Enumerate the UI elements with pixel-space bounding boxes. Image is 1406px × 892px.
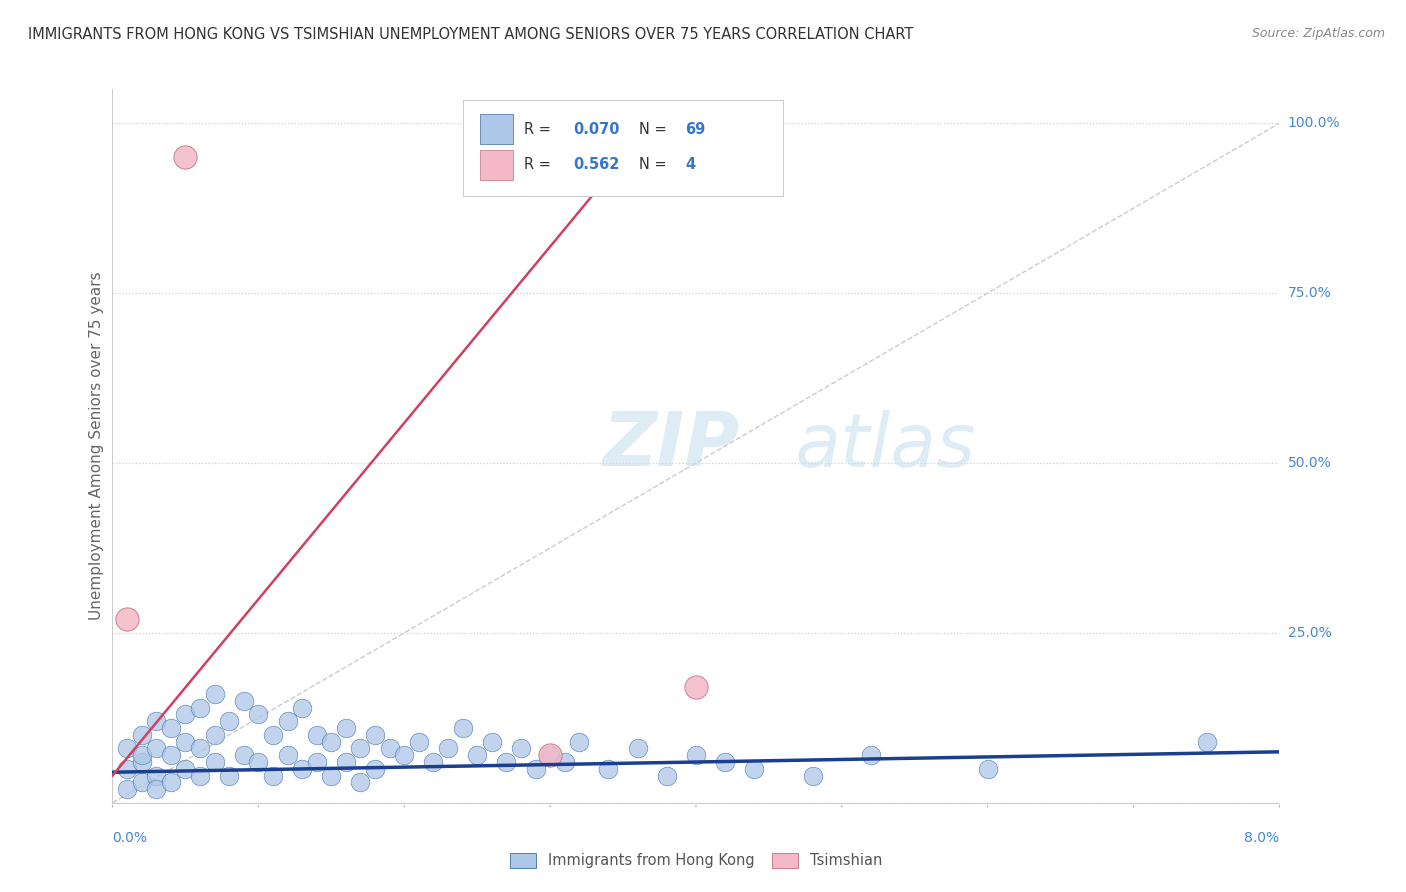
Point bbox=[742, 762, 765, 776]
Point bbox=[232, 694, 254, 708]
Y-axis label: Unemployment Among Seniors over 75 years: Unemployment Among Seniors over 75 years bbox=[89, 272, 104, 620]
Point bbox=[131, 748, 153, 763]
Point bbox=[465, 748, 488, 763]
Point bbox=[145, 782, 167, 797]
Point bbox=[131, 755, 153, 769]
Point bbox=[291, 762, 314, 776]
Point bbox=[145, 769, 167, 783]
Point bbox=[321, 734, 343, 748]
FancyBboxPatch shape bbox=[479, 114, 513, 145]
Point bbox=[115, 762, 138, 776]
Text: IMMIGRANTS FROM HONG KONG VS TSIMSHIAN UNEMPLOYMENT AMONG SENIORS OVER 75 YEARS : IMMIGRANTS FROM HONG KONG VS TSIMSHIAN U… bbox=[28, 27, 914, 42]
Point bbox=[262, 728, 284, 742]
Point bbox=[349, 741, 371, 756]
Point bbox=[145, 714, 167, 729]
Point bbox=[204, 728, 226, 742]
Point bbox=[801, 769, 824, 783]
Point bbox=[145, 741, 167, 756]
Legend: Immigrants from Hong Kong, Tsimshian: Immigrants from Hong Kong, Tsimshian bbox=[503, 847, 889, 874]
Text: 75.0%: 75.0% bbox=[1288, 286, 1331, 300]
Point bbox=[524, 762, 547, 776]
Point bbox=[554, 755, 576, 769]
Text: 4: 4 bbox=[686, 157, 696, 172]
Text: R =: R = bbox=[524, 157, 551, 172]
Text: 0.0%: 0.0% bbox=[112, 830, 148, 845]
Point bbox=[378, 741, 401, 756]
Point bbox=[627, 741, 650, 756]
Text: atlas: atlas bbox=[796, 410, 977, 482]
Point bbox=[218, 769, 240, 783]
Point bbox=[538, 748, 561, 763]
Point bbox=[276, 748, 298, 763]
Point bbox=[291, 700, 314, 714]
Point bbox=[115, 782, 138, 797]
Point bbox=[349, 775, 371, 789]
Point bbox=[335, 721, 357, 735]
Point bbox=[437, 741, 460, 756]
Point bbox=[305, 755, 328, 769]
Point bbox=[364, 728, 387, 742]
Point bbox=[509, 741, 531, 756]
Point bbox=[204, 755, 226, 769]
Point bbox=[976, 762, 998, 776]
FancyBboxPatch shape bbox=[463, 100, 783, 196]
FancyBboxPatch shape bbox=[479, 150, 513, 180]
Point bbox=[174, 150, 197, 164]
Point bbox=[305, 728, 328, 742]
Point bbox=[335, 755, 357, 769]
Point bbox=[598, 762, 620, 776]
Point bbox=[160, 748, 183, 763]
Point bbox=[188, 769, 211, 783]
Point bbox=[115, 741, 138, 756]
Text: ZIP: ZIP bbox=[603, 409, 740, 483]
Point bbox=[655, 769, 678, 783]
Text: R =: R = bbox=[524, 121, 551, 136]
Point bbox=[247, 755, 270, 769]
Point bbox=[859, 748, 883, 763]
Point bbox=[160, 721, 183, 735]
Point bbox=[174, 762, 197, 776]
Point bbox=[714, 755, 737, 769]
Point bbox=[451, 721, 474, 735]
Point bbox=[262, 769, 284, 783]
Text: 8.0%: 8.0% bbox=[1244, 830, 1279, 845]
Point bbox=[1195, 734, 1218, 748]
Point bbox=[422, 755, 444, 769]
Point bbox=[394, 748, 416, 763]
Point bbox=[115, 612, 138, 626]
Point bbox=[321, 769, 343, 783]
Point bbox=[204, 687, 226, 701]
Point bbox=[174, 734, 197, 748]
Point bbox=[568, 734, 591, 748]
Text: 69: 69 bbox=[686, 121, 706, 136]
Point bbox=[247, 707, 270, 722]
Text: 50.0%: 50.0% bbox=[1288, 456, 1331, 470]
Point bbox=[188, 741, 211, 756]
Text: Source: ZipAtlas.com: Source: ZipAtlas.com bbox=[1251, 27, 1385, 40]
Point bbox=[131, 775, 153, 789]
Point bbox=[232, 748, 254, 763]
Point bbox=[364, 762, 387, 776]
Point bbox=[131, 728, 153, 742]
Point bbox=[188, 700, 211, 714]
Point bbox=[276, 714, 298, 729]
Point bbox=[218, 714, 240, 729]
Point bbox=[685, 748, 707, 763]
Point bbox=[685, 680, 707, 694]
Point bbox=[160, 775, 183, 789]
Text: N =: N = bbox=[638, 121, 666, 136]
Point bbox=[481, 734, 503, 748]
Point bbox=[174, 707, 197, 722]
Text: 25.0%: 25.0% bbox=[1288, 626, 1331, 640]
Text: 0.070: 0.070 bbox=[574, 121, 620, 136]
Text: 0.562: 0.562 bbox=[574, 157, 620, 172]
Text: 100.0%: 100.0% bbox=[1288, 116, 1340, 130]
Point bbox=[408, 734, 430, 748]
Point bbox=[495, 755, 517, 769]
Point bbox=[538, 748, 561, 763]
Text: N =: N = bbox=[638, 157, 666, 172]
